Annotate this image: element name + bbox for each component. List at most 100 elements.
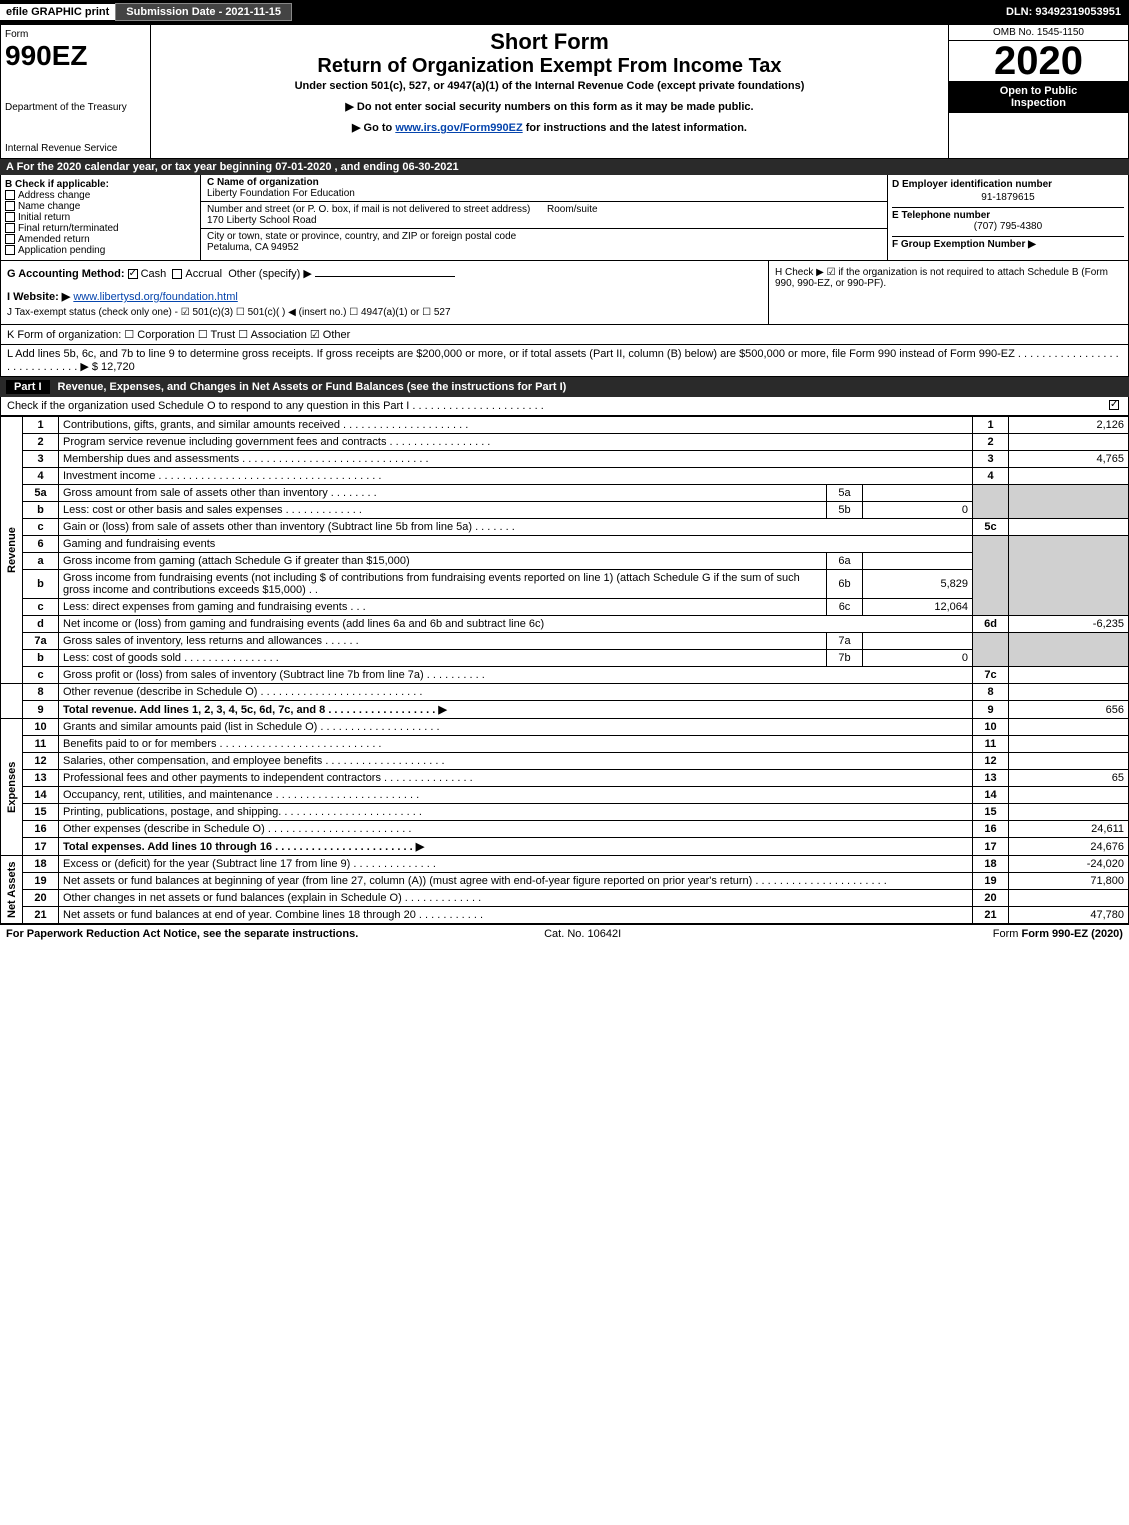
r7c-text: Gross profit or (loss) from sales of inv… [59, 667, 973, 684]
line-i: I Website: ▶ www.libertysd.org/foundatio… [7, 290, 762, 303]
r11-text: Benefits paid to or for members . . . . … [59, 736, 973, 753]
short-form-title: Short Form [159, 29, 940, 55]
r19-val: 71,800 [1009, 873, 1129, 890]
open-to-public: Open to Public Inspection [949, 81, 1128, 113]
r21-text: Net assets or fund balances at end of ye… [59, 907, 973, 924]
r5b-text: Less: cost or other basis and sales expe… [59, 502, 827, 519]
r15-num: 15 [23, 804, 59, 821]
r6a-text: Gross income from gaming (attach Schedul… [59, 553, 827, 570]
c-city-label: City or town, state or province, country… [207, 231, 881, 242]
r15-text: Printing, publications, postage, and shi… [59, 804, 973, 821]
c-city-block: City or town, state or province, country… [201, 229, 887, 255]
r14-num: 14 [23, 787, 59, 804]
r6b-num: b [23, 570, 59, 599]
e-block: E Telephone number (707) 795-4380 [892, 207, 1124, 232]
opt-address-change: Address change [5, 190, 196, 201]
r5b-subv: 0 [863, 502, 973, 519]
r5b-num: b [23, 502, 59, 519]
line-k: K Form of organization: ☐ Corporation ☐ … [0, 325, 1129, 345]
r3-text: Membership dues and assessments . . . . … [59, 451, 973, 468]
part-1-subtitle: Check if the organization used Schedule … [7, 400, 544, 412]
r6d-text: Net income or (loss) from gaming and fun… [59, 616, 973, 633]
goto-suffix: for instructions and the latest informat… [526, 122, 747, 134]
r6-text: Gaming and fundraising events [59, 536, 973, 553]
r3-ln: 3 [973, 451, 1009, 468]
r16-ln: 16 [973, 821, 1009, 838]
r5a-num: 5a [23, 485, 59, 502]
f-block: F Group Exemption Number ▶ [892, 236, 1124, 250]
part-1-subtitle-row: Check if the organization used Schedule … [0, 397, 1129, 416]
c-room-label: Room/suite [547, 204, 598, 215]
r6b-text: Gross income from fundraising events (no… [59, 570, 827, 599]
r9-num: 9 [23, 701, 59, 719]
org-name: Liberty Foundation For Education [207, 188, 881, 199]
r15-ln: 15 [973, 804, 1009, 821]
r19-ln: 19 [973, 873, 1009, 890]
org-city: Petaluma, CA 94952 [207, 242, 881, 253]
expenses-vlabel: Expenses [1, 719, 23, 856]
r18-text: Excess or (deficit) for the year (Subtra… [59, 856, 973, 873]
form-header: Form 990EZ Department of the Treasury In… [0, 24, 1129, 159]
section-b-c-d: B Check if applicable: Address change Na… [0, 175, 1129, 261]
part-1-tag: Part I [6, 380, 50, 394]
r19-num: 19 [23, 873, 59, 890]
c-street-block: Number and street (or P. O. box, if mail… [201, 202, 887, 229]
d-label: D Employer identification number [892, 179, 1124, 190]
section-d-e-f: D Employer identification number 91-1879… [888, 175, 1128, 260]
r17-ln: 17 [973, 838, 1009, 856]
r21-val: 47,780 [1009, 907, 1129, 924]
r17-text: Total expenses. Add lines 10 through 16 … [59, 838, 973, 856]
r9-text: Total revenue. Add lines 1, 2, 3, 4, 5c,… [59, 701, 973, 719]
r6a-subv [863, 553, 973, 570]
r7-gray [973, 633, 1009, 667]
r4-num: 4 [23, 468, 59, 485]
tax-year: 2020 [949, 41, 1128, 81]
g-label: G Accounting Method: [7, 268, 125, 280]
r7a-subv [863, 633, 973, 650]
r16-val: 24,611 [1009, 821, 1129, 838]
inspect-line-2: Inspection [953, 97, 1124, 109]
r1-text: Contributions, gifts, grants, and simila… [59, 417, 973, 434]
submission-date: Submission Date - 2021-11-15 [115, 3, 292, 21]
dln-label: DLN: 93492319053951 [1006, 6, 1129, 18]
r7b-num: b [23, 650, 59, 667]
opt-application-pending: Application pending [5, 245, 196, 256]
schedule-o-check [1109, 400, 1119, 410]
r16-num: 16 [23, 821, 59, 838]
return-title: Return of Organization Exempt From Incom… [159, 55, 940, 78]
r12-text: Salaries, other compensation, and employ… [59, 753, 973, 770]
r6c-sub: 6c [827, 599, 863, 616]
r20-val [1009, 890, 1129, 907]
r5c-ln: 5c [973, 519, 1009, 536]
website-link[interactable]: www.libertysd.org/foundation.html [73, 291, 237, 303]
r5-gray-val [1009, 485, 1129, 519]
r18-num: 18 [23, 856, 59, 873]
line-g: G Accounting Method: Cash Accrual Other … [1, 261, 768, 324]
r1-ln: 1 [973, 417, 1009, 434]
r6-gray [973, 536, 1009, 616]
g-accrual-check [172, 269, 182, 279]
line-h: H Check ▶ ☑ if the organization is not r… [768, 261, 1128, 324]
ein-value: 91-1879615 [892, 192, 1124, 203]
note-goto: ▶ Go to www.irs.gov/Form990EZ for instru… [159, 121, 940, 134]
r14-val [1009, 787, 1129, 804]
goto-link[interactable]: www.irs.gov/Form990EZ [395, 122, 522, 134]
g-other: Other (specify) ▶ [228, 268, 312, 280]
r12-num: 12 [23, 753, 59, 770]
opt-amended-return: Amended return [5, 234, 196, 245]
form-label: Form [5, 29, 146, 40]
opt-final-return: Final return/terminated [5, 223, 196, 234]
r5a-sub: 5a [827, 485, 863, 502]
r2-val [1009, 434, 1129, 451]
r13-num: 13 [23, 770, 59, 787]
opt-initial-return: Initial return [5, 212, 196, 223]
r13-val: 65 [1009, 770, 1129, 787]
inspect-line-1: Open to Public [953, 85, 1124, 97]
line-j: J Tax-exempt status (check only one) - ☑… [7, 307, 762, 318]
r17-val: 24,676 [1009, 838, 1129, 856]
r2-ln: 2 [973, 434, 1009, 451]
section-c: C Name of organization Liberty Foundatio… [201, 175, 888, 260]
c-name-block: C Name of organization Liberty Foundatio… [201, 175, 887, 202]
r7c-val [1009, 667, 1129, 684]
r8-val [1009, 684, 1129, 701]
